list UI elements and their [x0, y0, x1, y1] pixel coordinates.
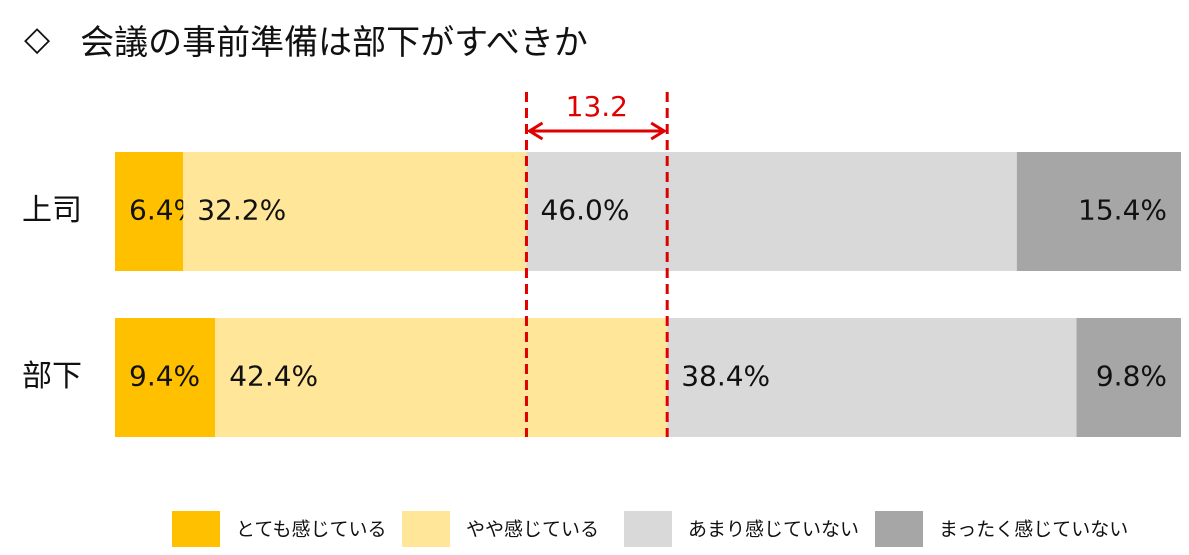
legend-label: とても感じている	[236, 519, 386, 541]
legend-label: まったく感じていない	[939, 519, 1128, 541]
category-label: 上司	[22, 193, 82, 228]
data-label: 9.8%	[1096, 360, 1167, 393]
data-label: 9.4%	[129, 360, 200, 393]
data-label: 42.4%	[229, 360, 318, 393]
data-label: 15.4%	[1078, 194, 1167, 227]
annotation-label: 13.2	[566, 90, 628, 123]
legend-label: あまり感じていない	[688, 519, 859, 541]
bar-segment	[115, 152, 184, 271]
bar-segment	[526, 152, 1017, 271]
legend-swatch	[875, 511, 923, 547]
category-label: 部下	[22, 359, 82, 394]
legend-swatch	[624, 511, 672, 547]
bar-segment	[1016, 152, 1181, 271]
data-label: 46.0%	[540, 194, 629, 227]
arrow-head-left	[526, 121, 544, 141]
data-label: 32.2%	[197, 194, 286, 227]
data-label: 38.4%	[681, 360, 770, 393]
bar-segment	[667, 318, 1077, 437]
legend-swatch	[172, 511, 220, 547]
chart-title: ◇ 会議の事前準備は部下がすべきか	[24, 14, 588, 64]
bar-segment	[1076, 318, 1181, 437]
legend-swatch	[402, 511, 450, 547]
arrow-head-right	[650, 121, 668, 141]
bar-segment	[115, 318, 216, 437]
legend-label: やや感じている	[466, 519, 599, 541]
bar-segment	[215, 318, 668, 437]
diamond-icon: ◇	[24, 19, 51, 59]
bar-segment	[183, 152, 527, 271]
chart-title-text: 会議の事前準備は部下がすべきか	[80, 22, 588, 63]
